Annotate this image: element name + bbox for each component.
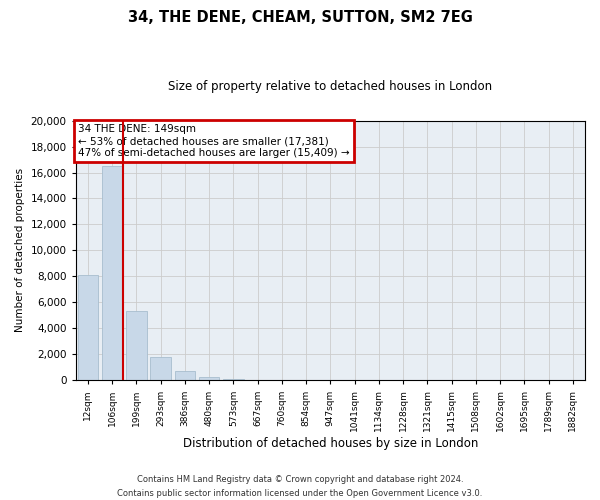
Text: 34 THE DENE: 149sqm
← 53% of detached houses are smaller (17,381)
47% of semi-de: 34 THE DENE: 149sqm ← 53% of detached ho… bbox=[78, 124, 350, 158]
Bar bbox=[199, 376, 220, 380]
Bar bbox=[102, 166, 122, 380]
Bar bbox=[223, 378, 244, 380]
Bar bbox=[77, 275, 98, 380]
Bar bbox=[126, 312, 146, 380]
Text: Contains HM Land Registry data © Crown copyright and database right 2024.
Contai: Contains HM Land Registry data © Crown c… bbox=[118, 476, 482, 498]
Text: 34, THE DENE, CHEAM, SUTTON, SM2 7EG: 34, THE DENE, CHEAM, SUTTON, SM2 7EG bbox=[128, 10, 472, 25]
Y-axis label: Number of detached properties: Number of detached properties bbox=[15, 168, 25, 332]
X-axis label: Distribution of detached houses by size in London: Distribution of detached houses by size … bbox=[182, 437, 478, 450]
Title: Size of property relative to detached houses in London: Size of property relative to detached ho… bbox=[168, 80, 493, 93]
Bar bbox=[150, 357, 171, 380]
Bar bbox=[175, 370, 195, 380]
